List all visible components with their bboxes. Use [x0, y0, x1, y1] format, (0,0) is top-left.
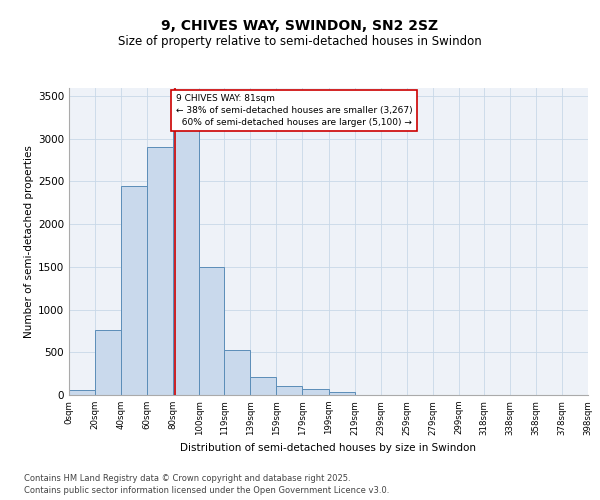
Bar: [277, 386, 302, 395]
Bar: [121, 186, 147, 395]
Text: 9 CHIVES WAY: 81sqm
← 38% of semi-detached houses are smaller (3,267)
  60% of s: 9 CHIVES WAY: 81sqm ← 38% of semi-detach…: [176, 94, 413, 127]
Text: 9, CHIVES WAY, SWINDON, SN2 2SZ: 9, CHIVES WAY, SWINDON, SN2 2SZ: [161, 19, 439, 33]
Y-axis label: Number of semi-detached properties: Number of semi-detached properties: [24, 145, 34, 338]
Bar: [199, 267, 224, 395]
Bar: [69, 390, 95, 395]
Text: Size of property relative to semi-detached houses in Swindon: Size of property relative to semi-detach…: [118, 34, 482, 48]
Text: Contains HM Land Registry data © Crown copyright and database right 2025.
Contai: Contains HM Land Registry data © Crown c…: [24, 474, 389, 495]
Bar: [173, 113, 199, 395]
X-axis label: Distribution of semi-detached houses by size in Swindon: Distribution of semi-detached houses by …: [181, 443, 476, 453]
Bar: [147, 148, 173, 395]
Bar: [224, 350, 250, 395]
Bar: [329, 392, 355, 395]
Bar: [95, 330, 121, 395]
Bar: [302, 390, 329, 395]
Bar: [250, 377, 277, 395]
